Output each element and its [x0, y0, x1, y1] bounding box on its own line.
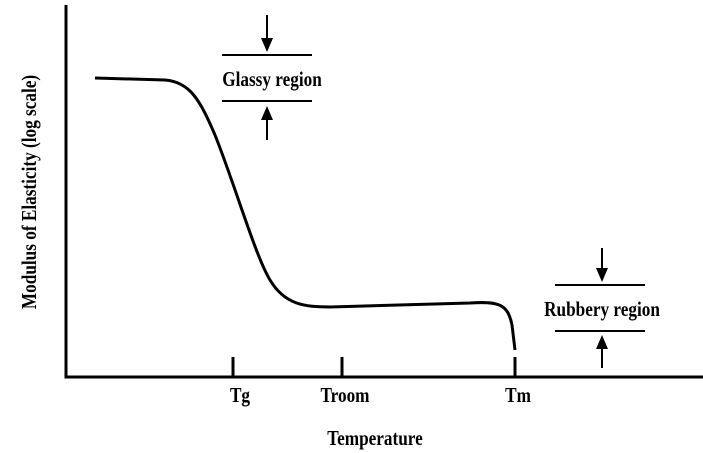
arrow-head	[261, 38, 273, 52]
y-axis-label: Modulus of Elasticity (log scale)	[19, 75, 42, 309]
arrow-head	[261, 106, 273, 120]
x-tick-label: Tm	[505, 385, 531, 408]
annotation: Glassy region	[222, 69, 322, 92]
modulus-curve	[94, 76, 517, 351]
x-axis-label: Temperature	[327, 428, 423, 451]
x-tick-label: Troom	[320, 385, 369, 408]
x-tick-label: Tg	[230, 385, 250, 408]
annotation: Rubbery region	[544, 299, 660, 322]
axes	[64, 5, 703, 379]
arrow-head	[596, 335, 608, 349]
arrow-head	[596, 268, 608, 282]
